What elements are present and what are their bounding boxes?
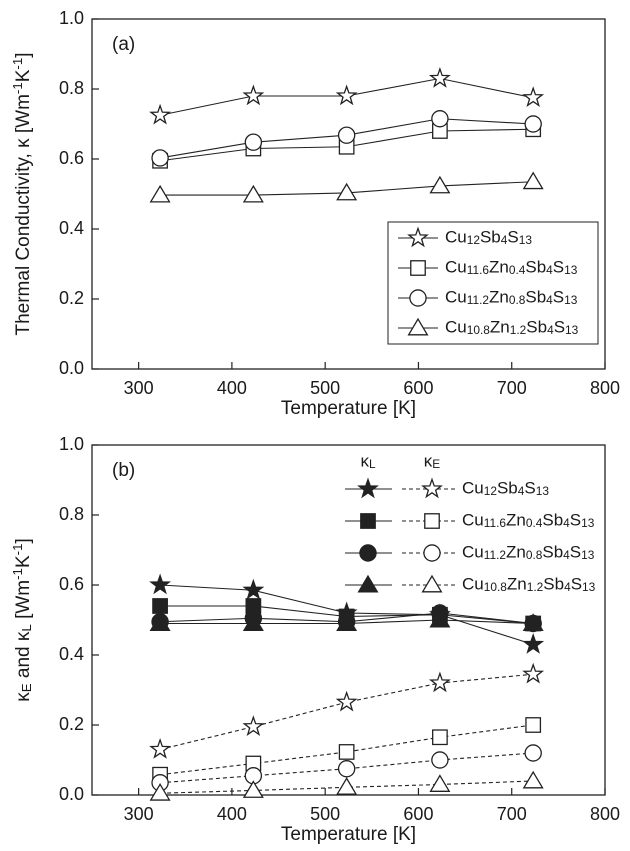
y-tick-label: 1.0 [59,434,84,454]
marker [407,317,429,336]
legend-label: Cu12Sb4S13 [445,227,532,247]
legend-header: κE [424,451,441,471]
y-axis-title: κE and κL [Wm-1K-1] [10,538,34,702]
marker [431,751,449,769]
marker [337,760,356,778]
x-tick-label: 300 [124,804,154,824]
marker [357,574,379,593]
marker [359,544,377,562]
legend-label: Cu11.2Zn0.8Sb4S13 [445,287,578,307]
marker [149,738,172,759]
plot-frame [91,444,606,796]
marker [429,175,451,194]
x-tick-label: 300 [124,378,154,398]
x-tick-label: 500 [310,804,340,824]
marker [357,477,379,499]
marker [522,86,545,108]
x-tick-label: 700 [497,378,527,398]
marker [522,770,544,789]
y-tick-label: 0.2 [59,714,84,734]
marker [242,578,265,600]
y-tick-label: 0.8 [59,504,84,524]
marker [338,744,355,760]
marker [429,609,451,628]
marker [428,67,451,88]
marker [337,126,356,144]
x-tick-label: 400 [217,804,247,824]
legend-label: Cu10.8Zn1.2Sb4S13 [462,574,596,594]
marker [424,513,440,529]
x-tick-label: 400 [217,378,247,398]
series-line [160,780,534,794]
marker [242,84,265,106]
marker [151,149,169,167]
x-tick-label: 700 [497,804,527,824]
marker [335,84,358,106]
legend-header: κL [360,451,376,471]
x-tick-label: 800 [590,804,620,824]
panel-label: (b) [112,460,135,481]
y-axis-title: Thermal Conductivity, κ [Wm-1K-1] [10,52,34,335]
marker [423,544,441,562]
marker [432,729,448,746]
y-tick-label: 0.0 [59,784,84,804]
plot-frame [91,18,606,370]
marker [336,182,358,201]
y-tick-label: 0.4 [59,218,84,238]
marker [421,477,443,499]
marker [522,633,545,654]
legend-label: Cu11.6Zn0.4Sb4S13 [462,510,595,530]
marker [242,184,264,203]
marker [407,226,429,248]
x-axis-title: Temperature [K] [281,398,416,419]
marker [242,613,264,631]
x-tick-label: 600 [403,804,433,824]
marker [522,171,544,190]
marker [428,671,451,693]
marker [242,780,264,798]
series-line [160,752,534,784]
marker [335,690,358,712]
marker [524,744,542,762]
marker [336,777,358,795]
marker [149,103,172,125]
x-axis-title: Temperature [K] [281,824,416,845]
marker [244,133,263,151]
marker [149,783,171,801]
y-tick-label: 0.6 [59,148,84,168]
y-tick-label: 0.0 [59,358,84,378]
marker [242,715,265,737]
y-tick-label: 0.8 [59,78,84,98]
marker [421,574,443,593]
marker [429,774,451,792]
x-tick-label: 600 [403,378,433,398]
marker [409,289,427,307]
y-tick-label: 0.6 [59,574,84,594]
series-line [159,673,534,751]
legend-label: Cu12Sb4S13 [462,478,549,498]
marker [336,613,358,631]
marker [410,260,426,276]
y-tick-label: 0.4 [59,644,84,664]
y-tick-label: 1.0 [59,8,84,28]
legend-label: Cu11.2Zn0.8Sb4S13 [462,542,595,562]
marker [152,598,168,614]
legend-label: Cu10.8Zn1.2Sb4S13 [445,317,579,337]
marker [360,513,376,529]
x-tick-label: 800 [590,378,620,398]
marker [522,662,545,684]
marker [524,115,542,133]
panel-label: (a) [112,34,135,55]
x-tick-label: 500 [310,378,340,398]
marker [149,613,171,631]
legend-label: Cu11.6Zn0.4Sb4S13 [445,257,578,277]
marker [149,573,172,595]
marker [149,184,171,203]
marker [522,613,544,631]
marker [525,717,542,733]
y-tick-label: 0.2 [59,288,84,308]
marker [431,110,449,128]
